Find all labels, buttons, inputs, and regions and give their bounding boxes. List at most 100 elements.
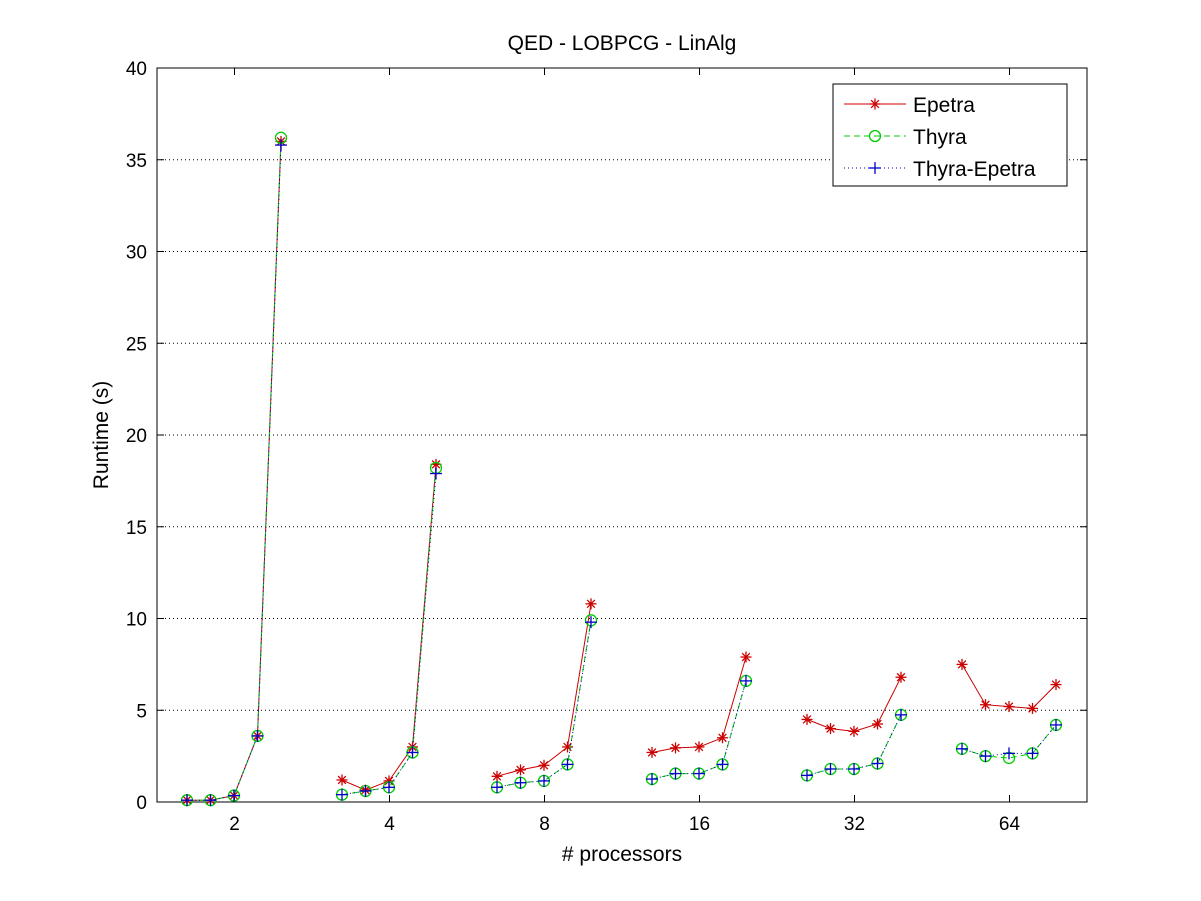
data-point [1026, 747, 1039, 760]
y-tick-label: 30 [126, 243, 147, 264]
data-point [1003, 701, 1015, 713]
series-thyra-epetra [181, 139, 1062, 807]
data-point [670, 742, 681, 754]
data-point [561, 758, 574, 771]
marker-stroke [516, 765, 525, 775]
data-point [740, 674, 752, 687]
data-point [275, 139, 287, 152]
y-tick-label: 15 [126, 518, 147, 539]
series-line [651, 680, 747, 780]
data-point [181, 794, 193, 807]
marker-stroke [741, 652, 751, 662]
x-axis-label: # processors [562, 843, 682, 866]
y-tick-label: 0 [136, 793, 147, 814]
data-point [491, 770, 503, 782]
data-point [204, 794, 217, 807]
x-tick-label: 64 [999, 814, 1021, 835]
data-point [406, 746, 419, 759]
marker-circle [868, 129, 882, 143]
marker-stroke [647, 748, 657, 757]
data-point [1027, 702, 1038, 714]
data-point [430, 467, 442, 480]
data-point [514, 776, 527, 789]
data-point [538, 759, 550, 771]
series-line [187, 137, 282, 801]
x-tick-label: 4 [384, 814, 395, 835]
series-line [806, 714, 902, 776]
data-point [515, 764, 526, 776]
legend-marker [868, 129, 882, 143]
data-point [228, 789, 240, 802]
y-tick-label: 35 [126, 151, 147, 172]
data-point [848, 725, 860, 737]
data-point [801, 713, 813, 725]
data-point [693, 741, 705, 753]
series-line [806, 714, 902, 776]
data-point [895, 671, 907, 683]
data-point [956, 742, 968, 755]
marker-stroke [981, 700, 990, 710]
marker-stroke [896, 672, 906, 682]
data-point [895, 708, 907, 721]
x-tick-label: 2 [229, 814, 240, 835]
marker-stroke [586, 599, 596, 609]
y-tick-label: 20 [126, 426, 147, 447]
data-point [1050, 679, 1062, 691]
data-point [824, 762, 837, 775]
data-point [716, 758, 729, 771]
x-tick-label: 16 [689, 814, 710, 835]
marker-stroke [384, 776, 394, 786]
marker-stroke [1028, 704, 1037, 713]
chart-title: QED - LOBPCG - LinAlg [508, 32, 737, 55]
marker-stroke [718, 733, 727, 743]
data-point [980, 699, 991, 711]
series-layer [180, 131, 1063, 807]
data-point [825, 723, 836, 735]
data-point [383, 781, 395, 794]
series-line [187, 145, 282, 801]
x-tick-label: 8 [539, 814, 550, 835]
data-point [979, 750, 992, 763]
marker-stroke [671, 743, 680, 753]
data-point [740, 651, 752, 663]
x-tick-label: 32 [844, 814, 865, 835]
marker-stroke [694, 742, 704, 752]
marker-stroke [1004, 702, 1014, 711]
marker-stroke [802, 715, 812, 724]
legend-label: Thyra [913, 126, 967, 149]
legend-label: Thyra-Epetra [913, 158, 1036, 181]
data-point [336, 788, 348, 801]
legend: Epetra Thyra Thyra-Epetra [832, 83, 1068, 187]
data-point [251, 729, 264, 742]
marker-stroke [337, 775, 347, 785]
data-point [538, 774, 550, 787]
legend-marker [869, 162, 881, 174]
data-point [717, 732, 728, 744]
series-line [496, 622, 592, 788]
data-point [1050, 718, 1062, 731]
legend-marker [869, 98, 881, 110]
data-point [336, 774, 348, 786]
data-point [1003, 747, 1015, 760]
grid-layer [157, 159, 1087, 711]
data-point [359, 784, 372, 797]
y-tick-label: 25 [126, 334, 147, 355]
y-tick-label: 10 [126, 610, 147, 631]
data-point [585, 616, 597, 629]
data-point [956, 658, 968, 670]
marker-stroke [873, 719, 882, 729]
y-tick-label: 40 [126, 59, 147, 80]
y-tick-label: 5 [136, 701, 147, 722]
legend-label: Epetra [913, 94, 975, 117]
series-line [651, 680, 747, 780]
data-point [848, 762, 860, 775]
marker-stroke [957, 660, 967, 669]
data-point [491, 781, 503, 794]
data-point [872, 718, 883, 730]
marker-stroke [849, 727, 859, 736]
data-point [693, 767, 705, 780]
data-point [669, 767, 682, 780]
data-point [801, 769, 813, 782]
